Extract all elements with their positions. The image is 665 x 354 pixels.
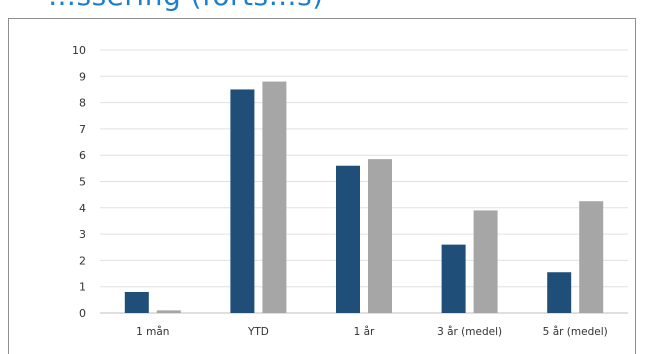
chart-frame [8,18,636,354]
bar-series-2-0 [156,310,181,313]
x-category-label: 1 år [354,325,375,338]
x-category-label: 5 år (medel) [543,325,608,338]
y-tick-label: 3 [79,228,86,241]
bar-series-1-0 [124,291,149,313]
y-tick-label: 7 [79,123,86,136]
y-tick-label: 8 [79,97,86,110]
y-tick-label: 6 [79,149,86,162]
y-tick-label: 5 [79,176,86,189]
y-tick-label: 4 [79,202,86,215]
bar-series-1-1 [230,89,255,313]
page-heading-text: …ssering (forts…s) [48,0,324,14]
page-heading: …ssering (forts…s) [0,0,665,14]
x-category-label: 1 mån [136,325,169,338]
y-tick-label: 1 [79,281,86,294]
y-tick-label: 0 [79,307,86,320]
bar-series-1-4 [547,272,572,313]
bar-series-2-2 [368,159,392,313]
bar-series-1-2 [336,165,360,313]
grid-lines [100,49,628,314]
y-tick-label: 2 [79,254,86,267]
y-tick-label: 9 [79,70,86,83]
bar-series-2-4 [579,201,604,313]
bar-series-2-3 [473,210,498,313]
x-category-label: YTD [247,326,269,338]
y-axis-ticks: 0 1 2 3 4 5 6 7 8 9 10 [72,44,86,320]
bars [124,81,604,313]
bar-series-1-3 [441,244,466,313]
y-tick-label: 10 [72,44,86,57]
bar-series-2-1 [262,81,287,313]
x-axis-labels: 1 mån YTD 1 år 3 år (medel) 5 år (medel) [136,325,608,338]
x-category-label: 3 år (medel) [437,325,502,338]
